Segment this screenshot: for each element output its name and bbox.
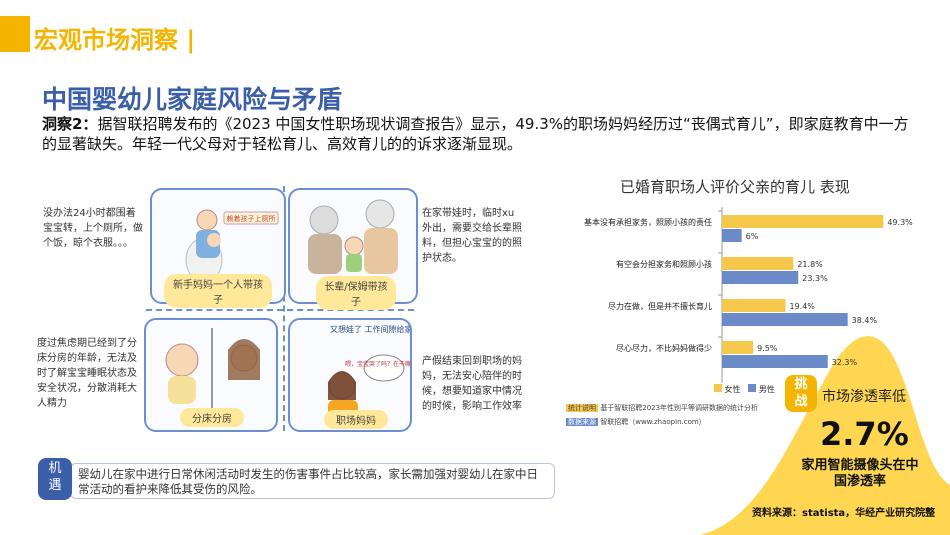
panel-working-mom: 又想娃了 工作间隙给家里打电话 喂，宝宝哭了吗？在干嘛呢？ 职场妈妈 [288,318,445,432]
elder-care-label: 长辈/保姆带孩子 [316,276,396,310]
data-label: 32.3% [832,358,858,367]
legend-label-female: 女性 [724,385,741,394]
elder-care-illustration [308,199,398,274]
note-text-source: 智联招聘（www.zhaopin.com） [600,418,706,426]
data-label: 9.5% [757,344,778,353]
opportunity-badge: 机遇 [38,458,72,500]
opportunity-text: 婴幼儿在家中进行日常休闲活动时发生的伤害事件占比较高，家长需加强对婴幼儿在家中日… [78,467,538,496]
bar-female [722,299,786,312]
chart-note-source: 数据来源 智联招聘（www.zhaopin.com） [566,417,764,427]
observation-paragraph: 洞察2：据智联招聘发布的《2023 中国女性职场现状调查报告》显示，49.3%的… [42,114,922,154]
legend-label-male: 男性 [758,385,775,394]
chart-note-method: 统计说明 基于智联招聘2023年性别平等调研数据的统计分析 [566,403,764,413]
challenge-text: 市场渗透率低 [822,389,906,405]
horizontal-divider [146,309,414,311]
header-accent-bar [0,16,30,52]
working-mom-illustration: 又想娃了 工作间隙给家里打电话 喂，宝宝哭了吗？在干嘛呢？ [328,324,445,420]
data-label: 21.8% [797,260,823,269]
panel-elder-care: 长辈/保姆带孩子 [288,188,418,310]
working-mom-label: 职场妈妈 [324,410,388,429]
opportunity-box [70,463,555,499]
working-mom-caption: 产假结束回到职场的妈妈，无法安心陪伴的时候，想要知道家中情况的时候，影响工作效率 [422,356,522,412]
vertical-divider [283,186,285,431]
working-mom-sign: 又想娃了 工作间隙给家里打电话 [330,324,410,334]
new-mom-label: 新手妈妈一个人带孩子 [164,274,272,308]
new-mom-sign: 赖着孩子上厕所 [227,214,276,223]
bar-male [722,271,799,284]
legend-swatch-male [748,384,757,392]
chart-title: 已婚育职场人评价父亲的育儿 表现 [620,178,850,196]
challenge-badge: 挑战 [785,375,817,412]
separate-room-illustration [165,328,260,412]
bar-female [722,257,794,270]
category-label: 尽心尽力，不比妈妈做得少 [616,343,712,353]
penetration-value: 2.7% [820,415,909,453]
category-label: 基本没有承担家务，照顾小孩的责任 [584,217,712,227]
data-label: 49.3% [887,218,913,227]
panel-separate-room: 分床分房 [144,318,278,432]
bar-female [722,215,884,228]
category-label: 有空会分担家务和照顾小孩 [616,259,712,269]
note-key-method: 统计说明 [566,404,598,412]
section-title: 宏观市场洞察 | [34,26,196,54]
data-source: 资料来源：statista，华经产业研究院整 [752,508,936,519]
chart-notes: 统计说明 基于智联招聘2023年性别平等调研数据的统计分析 数据来源 智联招聘（… [566,403,764,427]
note-text-method: 基于智联招聘2023年性别平等调研数据的统计分析 [600,404,759,412]
data-label: 23.3% [802,274,828,283]
chart-legend: 女性 男性 [714,384,775,395]
observation-label: 洞察2： [42,115,98,133]
new-mom-illustration: 赖着孩子上厕所 [185,209,279,283]
separate-room-caption: 度过焦虑期已经到了分床分房的年龄，无法及时了解宝宝睡眠状态及安全状况，分散消耗大… [37,338,137,409]
bar-male [722,313,848,326]
observation-text: 据智联招聘发布的《2023 中国女性职场现状调查报告》显示，49.3%的职场妈妈… [42,115,909,153]
new-mom-caption: 没办法24小时都围着宝宝转，上个厕所，做个饭，晾个衣服。。。 [43,208,143,249]
data-label: 19.4% [789,302,815,311]
bar-male [722,229,742,242]
bar-chart: 49.3% 6% 基本没有承担家务，照顾小孩的责任 21.8% 23.3% 有空会分担家务… [584,207,913,383]
bar-male [722,355,828,368]
bar-female [722,341,754,354]
category-label: 尽力在做，但是并不擅长育儿 [608,301,712,311]
separate-room-label: 分床分房 [180,408,244,427]
data-label: 38.4% [852,316,878,325]
yellow-mound [700,336,950,535]
elder-care-caption: 在家带娃时，临时xu外出，需要交给长辈照料，但担心宝宝的的照护状态。 [422,208,522,264]
legend-swatch-female [714,384,722,392]
penetration-description: 家用智能摄像头在中国渗透率 [801,458,919,489]
phone-bubble: 喂，宝宝哭了吗？在干嘛呢？ [345,360,410,368]
data-label: 6% [746,232,759,241]
page-title: 中国婴幼儿家庭风险与矛盾 [42,85,343,114]
note-key-source: 数据来源 [566,418,598,426]
panel-new-mom: 赖着孩子上厕所 新手妈妈一个人带孩子 [150,188,286,308]
